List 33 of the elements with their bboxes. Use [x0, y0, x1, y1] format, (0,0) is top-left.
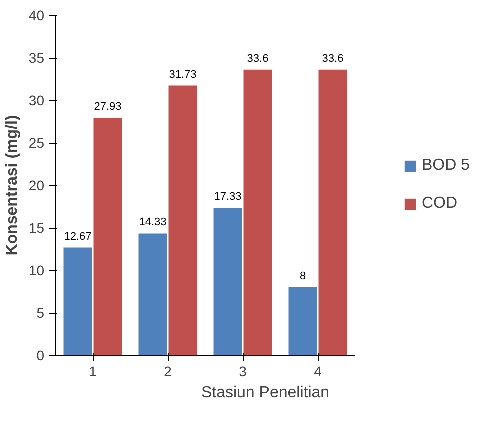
bar	[318, 70, 348, 356]
x-tick-label: 2	[164, 364, 172, 380]
y-axis-title: Konsentrasi (mg/l)	[4, 115, 21, 256]
data-label: 12.67	[64, 230, 92, 243]
data-label: 17.33	[214, 191, 242, 204]
bar	[288, 288, 318, 356]
data-label: 33.6	[322, 52, 344, 65]
y-tick-label: 40	[28, 8, 45, 24]
bar	[244, 70, 272, 356]
bar	[94, 118, 122, 356]
y-tick-label: 0	[36, 348, 45, 364]
data-label: 8	[300, 270, 306, 282]
data-label: 33.6	[247, 52, 269, 65]
legend-label: COD	[422, 195, 458, 213]
x-tick-label: 1	[89, 364, 98, 380]
y-tick-label: 30	[28, 92, 45, 108]
x-tick-label: 3	[239, 364, 248, 380]
y-tick-label: 5	[36, 305, 45, 321]
x-tick-label: 4	[314, 364, 322, 380]
data-label: 31.73	[169, 68, 197, 81]
x-axis-title: Stasiun Penelitian	[201, 384, 330, 402]
bar	[214, 208, 242, 356]
bar	[64, 248, 92, 356]
y-tick-label: 25	[28, 135, 45, 151]
y-tick-label: 20	[28, 178, 45, 194]
data-label: 14.33	[139, 216, 167, 229]
bar	[168, 86, 198, 356]
y-tick-label: 15	[28, 220, 45, 236]
data-label: 27.93	[94, 101, 122, 114]
bar	[138, 234, 168, 356]
y-tick-label: 10	[28, 262, 45, 278]
legend-label: BOD 5	[422, 157, 470, 175]
y-tick-label: 35	[28, 50, 45, 66]
